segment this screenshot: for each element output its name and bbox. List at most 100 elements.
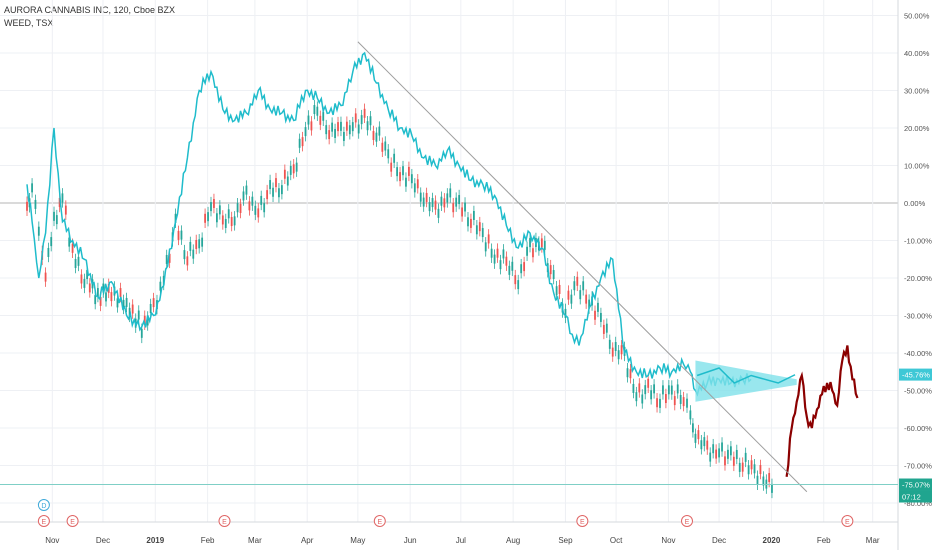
candle <box>298 138 301 148</box>
candle <box>266 190 269 200</box>
candle <box>502 249 505 259</box>
x-tick-label: Nov <box>45 536 59 545</box>
candle <box>434 200 437 210</box>
candle <box>260 195 263 205</box>
candle <box>679 394 682 404</box>
candle <box>286 176 289 186</box>
candle <box>343 131 345 141</box>
candle <box>579 290 582 300</box>
earnings-marker-label: E <box>42 519 47 526</box>
candle <box>168 253 171 263</box>
candle <box>425 192 428 202</box>
earnings-marker <box>66 515 79 527</box>
candle <box>313 105 316 115</box>
candle <box>375 132 378 142</box>
dividend-marker-label: D <box>41 503 46 510</box>
candle <box>617 350 620 360</box>
candle <box>635 392 638 402</box>
candle <box>31 183 33 193</box>
candle <box>706 440 709 450</box>
candle <box>159 281 162 291</box>
candle <box>402 166 404 176</box>
candle <box>180 230 183 240</box>
earnings-marker-label: E <box>222 519 227 526</box>
candle <box>363 108 366 118</box>
candle <box>295 162 298 172</box>
triangle-pattern <box>695 360 797 402</box>
candle <box>304 127 307 137</box>
candle <box>381 142 384 152</box>
candle <box>83 278 86 288</box>
earnings-marker <box>841 515 854 527</box>
candle <box>131 304 134 314</box>
candle <box>647 378 650 388</box>
candle <box>735 449 738 459</box>
candle <box>105 292 107 302</box>
y-tick-label: 10.00% <box>904 162 930 171</box>
candle <box>721 442 723 452</box>
candle <box>431 198 434 208</box>
candle <box>34 199 37 209</box>
candle <box>230 217 233 227</box>
candle <box>140 328 143 338</box>
candle <box>227 209 230 219</box>
candle <box>608 339 611 349</box>
candle <box>189 241 192 251</box>
x-tick-label: Feb <box>201 536 215 545</box>
candle <box>37 226 40 236</box>
earnings-marker-label: E <box>580 519 585 526</box>
candle <box>555 286 558 296</box>
compare-price-badge-bg <box>899 368 932 381</box>
candle <box>724 456 726 466</box>
dividend-marker <box>37 499 50 511</box>
candle <box>50 237 53 247</box>
candle <box>750 460 753 470</box>
candle <box>529 238 531 248</box>
candle <box>292 164 295 174</box>
candle <box>88 283 91 293</box>
candle <box>310 121 313 131</box>
y-tick-label: -30.00% <box>904 312 932 321</box>
candle <box>289 165 292 175</box>
candle <box>334 128 336 138</box>
candle <box>263 203 266 213</box>
candle <box>71 243 74 253</box>
y-tick-label: -40.00% <box>904 349 932 358</box>
earnings-marker <box>218 515 231 527</box>
candle <box>278 188 280 198</box>
x-tick-label: 2019 <box>146 536 164 545</box>
candle <box>192 249 195 259</box>
candle <box>116 298 119 308</box>
candle <box>478 222 481 232</box>
candle <box>449 188 452 198</box>
candle <box>484 242 487 252</box>
x-tick-label: Sep <box>558 536 573 545</box>
candle <box>496 248 499 258</box>
candle <box>77 256 80 266</box>
candle <box>331 122 334 132</box>
candle <box>597 302 599 312</box>
candle <box>316 106 319 116</box>
candle <box>756 475 759 485</box>
candle <box>552 270 555 280</box>
candle <box>102 283 105 293</box>
candle <box>455 197 458 207</box>
x-tick-label: Jun <box>404 536 417 545</box>
candle <box>600 312 602 322</box>
candle <box>472 210 475 220</box>
candle <box>602 324 605 334</box>
candle <box>58 197 61 207</box>
earnings-marker <box>37 515 50 527</box>
candle <box>526 246 528 256</box>
candle <box>570 294 573 304</box>
candle <box>254 205 257 215</box>
candle <box>762 476 765 486</box>
candle <box>44 272 47 282</box>
x-tick-label: Dec <box>96 536 110 545</box>
candle <box>204 213 206 223</box>
candle <box>481 228 484 238</box>
candle <box>747 465 750 475</box>
candle <box>605 323 608 333</box>
candle <box>443 198 446 208</box>
